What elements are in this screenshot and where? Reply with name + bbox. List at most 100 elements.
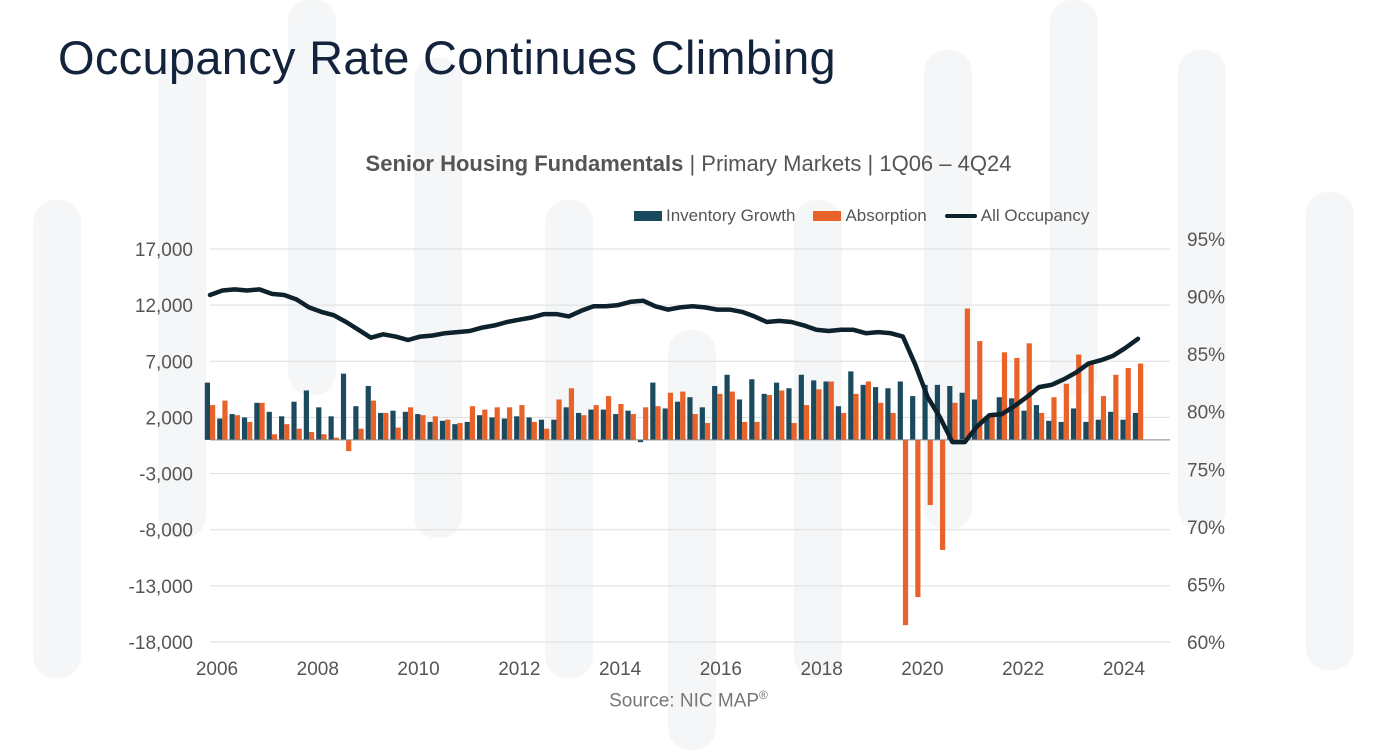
bar-inventory-growth [328,416,334,440]
bar-inventory-growth [761,393,767,440]
bar-inventory-growth [1120,419,1126,440]
bar-absorption [259,402,265,440]
bar-inventory-growth [415,414,421,440]
bar-absorption [816,389,822,440]
bar-absorption [1088,363,1094,440]
bar-absorption [927,439,933,506]
bar-inventory-growth [786,388,792,440]
bar-absorption [321,434,327,440]
bar-absorption [680,391,686,440]
x-tick-label: 2022 [1002,659,1044,680]
bar-absorption [271,434,278,440]
bar-inventory-growth [1058,421,1064,440]
bar-inventory-growth [501,418,507,440]
bar-inventory-growth [860,384,866,440]
bar-inventory-growth [217,418,223,440]
bar-inventory-growth [439,420,446,440]
bar-inventory-growth [897,381,903,440]
bar-absorption [296,428,302,440]
bar-absorption [977,341,983,440]
y-right-tick-label: 70% [1187,518,1225,539]
page-title: Occupancy Rate Continues Climbing [58,31,836,84]
bar-absorption [791,423,797,440]
bar-inventory-growth [378,412,384,440]
bar-inventory-growth [625,410,631,440]
x-tick-label: 2016 [700,659,742,680]
legend-item-all-occupancy: All Occupancy [944,206,1090,226]
bar-inventory-growth [241,417,248,440]
bar-inventory-growth [1132,412,1138,440]
bar-inventory-growth [291,401,297,440]
bar-absorption [284,424,290,440]
bar-inventory-growth [885,388,891,440]
bar-absorption [828,381,834,440]
legend-item-absorption: Absorption [813,206,927,226]
bar-absorption [989,416,995,440]
y-left-tick-label: 12,000 [135,296,193,317]
bar-absorption [952,402,958,440]
bar-absorption [247,421,253,440]
bar-inventory-growth [1108,411,1114,440]
bar-absorption [902,439,909,626]
bar-inventory-growth [353,406,359,440]
bar-absorption [1076,354,1082,440]
x-tick-label: 2006 [196,659,238,680]
bar-absorption [482,409,488,440]
bar-inventory-growth [204,382,210,440]
bar-absorption [581,415,587,440]
legend-item-inventory-growth: Inventory Growth [634,206,795,226]
chart-title: Senior Housing Fundamentals | Primary Ma… [0,151,1377,177]
bar-inventory-growth [662,408,668,440]
bar-inventory-growth [1021,410,1027,440]
bar-absorption [643,407,649,440]
y-right-tick-label: 75% [1187,460,1225,481]
bar-inventory-growth [316,407,322,440]
y-right-tick-label: 65% [1187,575,1225,596]
bar-inventory-growth [254,402,260,440]
legend-label-inventory-growth: Inventory Growth [666,206,796,225]
bar-absorption [544,428,550,440]
y-left-tick-label: 2,000 [145,408,193,429]
bar-absorption [1014,357,1020,440]
bar-absorption [655,406,661,440]
bar-absorption [729,391,735,440]
legend-label-all-occupancy: All Occupancy [980,206,1090,225]
bar-absorption [222,400,228,440]
bar-absorption [841,412,847,440]
bar-absorption [1026,343,1032,440]
legend-label-absorption: Absorption [845,206,927,225]
bar-inventory-growth [811,380,817,440]
bar-inventory-growth [551,419,557,440]
bar-inventory-growth [427,421,433,440]
y-left-tick-label: 17,000 [135,240,193,261]
bar-absorption [469,406,476,440]
bar-absorption [593,405,599,440]
bar-absorption [407,407,414,440]
bar-absorption [1113,374,1119,440]
bar-absorption [964,308,970,440]
bar-absorption [519,405,525,440]
bar-inventory-growth [910,396,916,440]
bar-inventory-growth [749,379,755,440]
x-tick-label: 2014 [599,659,642,680]
source-note: Source: NIC MAP® [0,688,1377,712]
bg-decor-bar [33,200,81,678]
bar-absorption [1138,363,1144,440]
bar-inventory-growth [303,390,309,440]
bar-inventory-growth [390,410,396,440]
bar-absorption [568,388,575,440]
bar-inventory-growth [538,419,545,440]
x-tick-label: 2012 [498,659,540,680]
bar-inventory-growth [984,416,990,440]
bar-absorption [346,439,352,452]
bar-inventory-growth [1083,421,1089,440]
bar-inventory-growth [489,417,495,440]
bar-absorption [432,416,438,440]
bar-absorption [210,405,216,440]
bar-inventory-growth [613,414,619,440]
bar-absorption [692,414,698,440]
bar-absorption [618,403,624,440]
y-left-tick-label: 7,000 [145,352,193,373]
bar-absorption [853,393,859,440]
bar-absorption [1039,412,1045,440]
